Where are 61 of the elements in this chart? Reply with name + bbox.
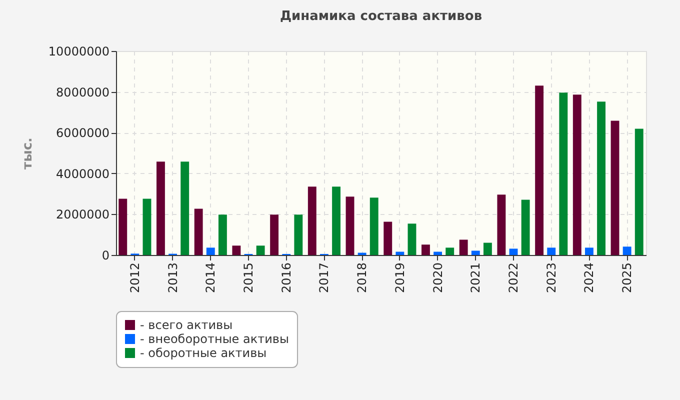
bar bbox=[194, 208, 203, 255]
bar bbox=[370, 198, 378, 255]
bar bbox=[346, 196, 354, 255]
x-tick-label: 2019 bbox=[392, 262, 407, 294]
bar bbox=[497, 194, 506, 255]
bar bbox=[509, 248, 518, 255]
x-tick-label: 2022 bbox=[506, 262, 520, 294]
x-tick-label: 2016 bbox=[279, 262, 294, 294]
bar bbox=[118, 198, 128, 255]
bar bbox=[384, 222, 392, 255]
bar bbox=[206, 248, 215, 255]
x-tick-label: 2024 bbox=[582, 262, 596, 294]
bar bbox=[622, 246, 632, 255]
x-tick-label: 2025 bbox=[620, 262, 634, 294]
bar bbox=[308, 186, 316, 255]
bar bbox=[180, 162, 190, 255]
legend-label: - всего активы bbox=[140, 318, 233, 332]
bar bbox=[446, 248, 454, 255]
bar bbox=[521, 200, 530, 255]
bar bbox=[156, 162, 165, 255]
y-tick-label: 6000000 bbox=[56, 126, 110, 140]
y-tick-label: 10000000 bbox=[48, 44, 110, 58]
bar bbox=[422, 244, 430, 255]
bar bbox=[572, 94, 582, 255]
legend-label: - оборотные активы bbox=[140, 346, 267, 360]
x-tick-label: 2015 bbox=[242, 262, 256, 294]
x-tick-label: 2017 bbox=[317, 262, 332, 294]
x-tick-label: 2023 bbox=[544, 262, 558, 294]
x-tick-label: 2012 bbox=[128, 262, 142, 294]
bar bbox=[634, 128, 644, 255]
bar bbox=[408, 224, 416, 255]
chart-title: Динамика состава активов bbox=[280, 9, 482, 24]
x-tick-label: 2014 bbox=[204, 262, 218, 294]
bar bbox=[597, 102, 606, 255]
bar bbox=[232, 246, 241, 255]
y-tick-label: 0 bbox=[102, 248, 110, 262]
bar bbox=[142, 198, 152, 255]
x-tick-label: 2018 bbox=[355, 262, 370, 294]
bar bbox=[547, 248, 556, 255]
y-tick-label: 4000000 bbox=[56, 166, 110, 181]
y-tick-label: 8000000 bbox=[56, 85, 110, 100]
bar bbox=[610, 120, 620, 255]
y-tick-label: 2000000 bbox=[56, 208, 110, 222]
bar bbox=[270, 214, 279, 255]
bar bbox=[434, 252, 442, 255]
bar bbox=[256, 246, 265, 255]
bar bbox=[471, 250, 480, 255]
bar bbox=[459, 240, 468, 255]
y-axis-title: тыс. bbox=[20, 138, 36, 170]
bar bbox=[584, 248, 594, 255]
x-tick-label: 2013 bbox=[166, 262, 180, 294]
bar bbox=[535, 86, 544, 255]
bar bbox=[294, 214, 303, 255]
bar bbox=[396, 252, 404, 255]
bar bbox=[332, 186, 340, 255]
x-tick-label: 2020 bbox=[430, 262, 445, 294]
x-tick-label: 2021 bbox=[468, 262, 483, 294]
legend-label: - внеоборотные активы bbox=[140, 332, 289, 346]
bar bbox=[483, 242, 492, 255]
bar bbox=[559, 92, 568, 255]
bar bbox=[218, 214, 227, 255]
